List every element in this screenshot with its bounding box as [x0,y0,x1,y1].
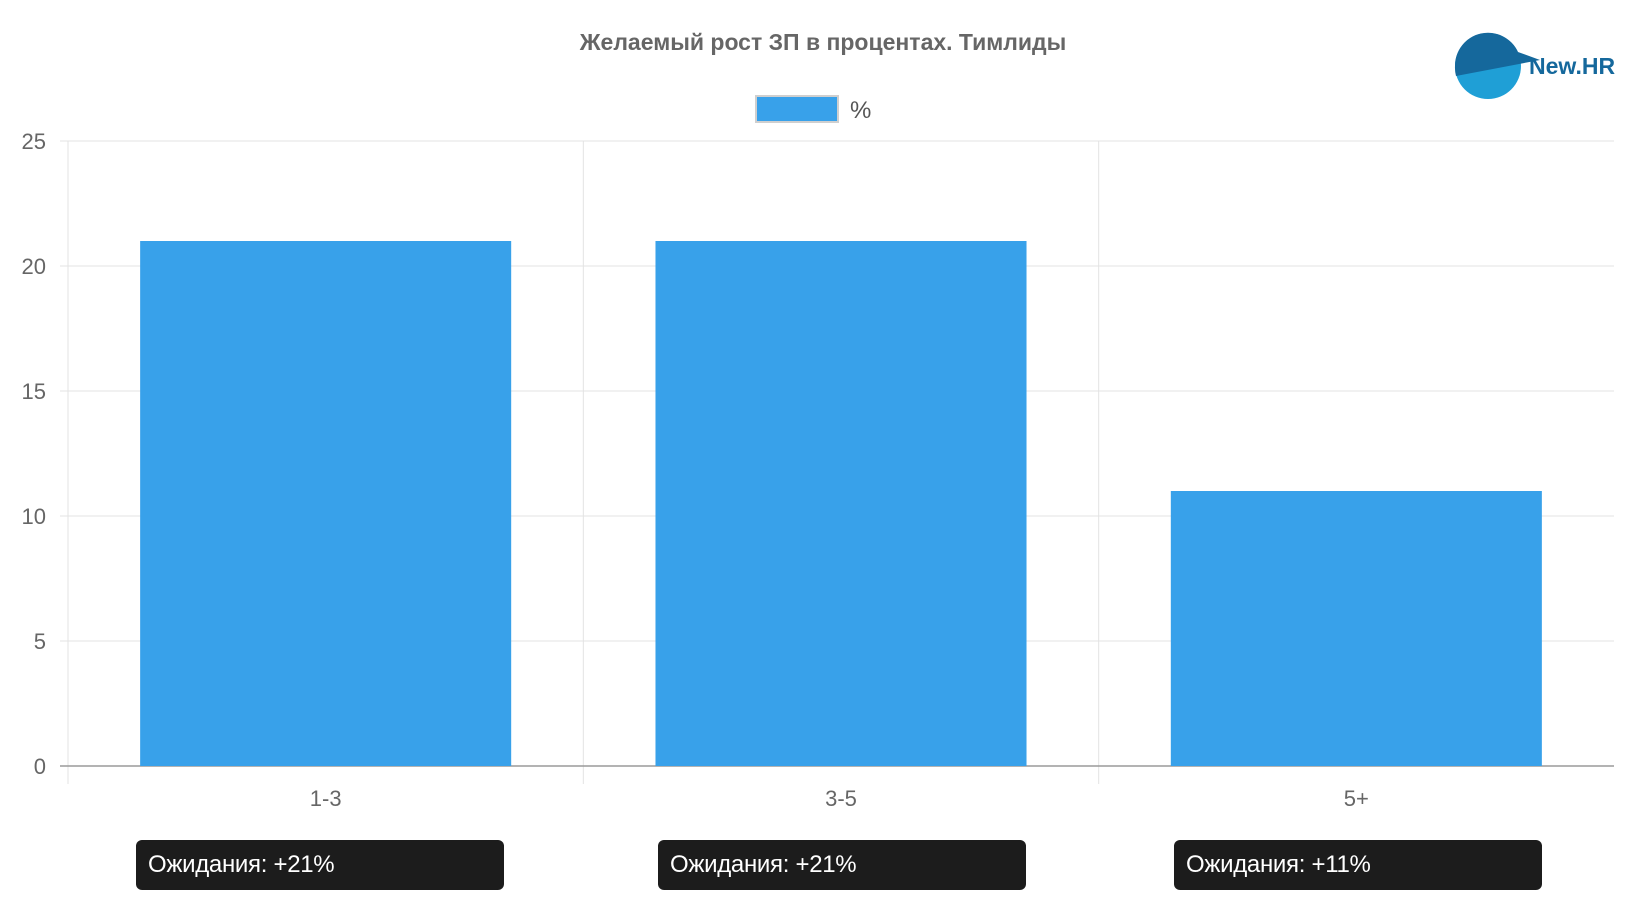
y-tick-label: 15 [22,379,46,404]
legend-label[interactable]: % [850,97,871,124]
x-tick-label: 5+ [1344,786,1369,811]
x-tick-label: 1-3 [310,786,342,811]
logo-text: New.HR [1529,53,1615,79]
y-tick-label: 10 [22,504,46,529]
expectation-badge-3-5: Ожидания: +21% [658,840,1026,890]
y-tick-label: 25 [22,129,46,154]
ticks-layer: 0 5 10 15 20 25 1-3 3-5 5+ [22,129,1369,811]
bar-3-5[interactable] [655,241,1027,766]
legend-swatch[interactable] [755,95,839,123]
chart-title: Желаемый рост ЗП в процентах. Тимлиды [579,29,1067,55]
expectation-badge-5-plus: Ожидания: +11% [1174,840,1542,890]
bars-layer [140,241,1542,766]
bar-5+[interactable] [1170,491,1542,766]
logo-segment-dark [1454,32,1540,76]
x-tick-label: 3-5 [825,786,857,811]
y-tick-label: 20 [22,254,46,279]
expectation-badge-1-3: Ожидания: +21% [136,840,504,890]
y-tick-label: 0 [34,754,46,779]
y-tick-label: 5 [34,629,46,654]
bar-1-3[interactable] [140,241,512,766]
new-hr-logo: New.HR [1454,32,1615,99]
